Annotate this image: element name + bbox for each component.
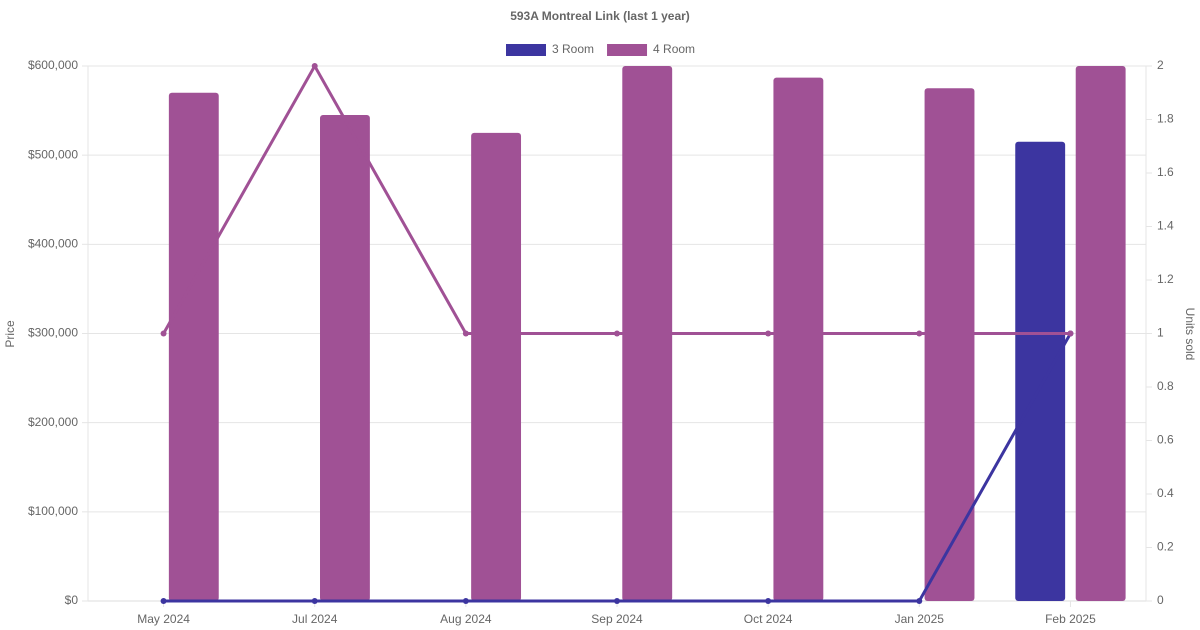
units-point	[614, 598, 620, 604]
units-point	[311, 63, 318, 69]
units-point	[160, 598, 167, 604]
units-point	[765, 598, 772, 604]
x-tick-label: Jul 2024	[292, 612, 338, 626]
bar	[168, 92, 219, 601]
y-tick-label: $100,000	[28, 504, 78, 518]
bar	[320, 115, 370, 602]
y2-tick-label: 2	[1157, 58, 1164, 72]
legend-label: 4 Room	[653, 42, 695, 56]
units-point	[311, 598, 318, 604]
units-point	[462, 330, 469, 337]
x-tick-label: Sep 2024	[591, 612, 643, 626]
y2-tick-label: 1.2	[1157, 272, 1174, 286]
x-tick-label: Aug 2024	[440, 612, 492, 626]
x-tick-label: Jan 2025	[895, 612, 945, 626]
units-point	[1067, 330, 1074, 337]
units-point	[614, 330, 620, 337]
y-axis-title: Price	[3, 320, 17, 348]
bar	[773, 77, 824, 601]
bar	[471, 132, 522, 601]
units-point	[916, 330, 923, 337]
y-tick-label: $200,000	[28, 415, 78, 429]
y-tick-label: $600,000	[28, 58, 78, 72]
y2-tick-label: 0.8	[1157, 379, 1174, 393]
y-tick-label: $300,000	[28, 326, 78, 340]
legend-label: 3 Room	[552, 42, 594, 56]
y-tick-label: $0	[65, 593, 79, 607]
y-tick-label: $400,000	[28, 237, 78, 251]
y2-tick-label: 0.6	[1157, 433, 1174, 447]
y2-tick-label: 1.6	[1157, 165, 1174, 179]
y-tick-label: $500,000	[28, 147, 78, 161]
legend-swatch	[506, 44, 546, 56]
x-tick-label: Feb 2025	[1045, 612, 1096, 626]
y2-tick-label: 0.2	[1157, 540, 1174, 554]
y2-tick-label: 1.4	[1157, 219, 1174, 233]
bar	[924, 88, 975, 601]
y2-tick-label: 0	[1157, 593, 1164, 607]
y2-tick-label: 0.4	[1157, 486, 1174, 500]
y2-tick-label: 1.8	[1157, 112, 1174, 126]
bar	[1075, 66, 1126, 601]
units-point	[160, 330, 167, 337]
units-point	[462, 598, 469, 604]
x-tick-label: May 2024	[137, 612, 190, 626]
legend-swatch	[607, 44, 648, 56]
y2-axis-title: Units sold	[1183, 308, 1197, 361]
units-point	[916, 598, 923, 604]
chart-title: 593A Montreal Link (last 1 year)	[510, 9, 690, 23]
y2-tick-label: 1	[1157, 326, 1164, 340]
bar	[1015, 141, 1066, 601]
units-point	[765, 330, 772, 337]
x-tick-label: Oct 2024	[744, 612, 793, 626]
